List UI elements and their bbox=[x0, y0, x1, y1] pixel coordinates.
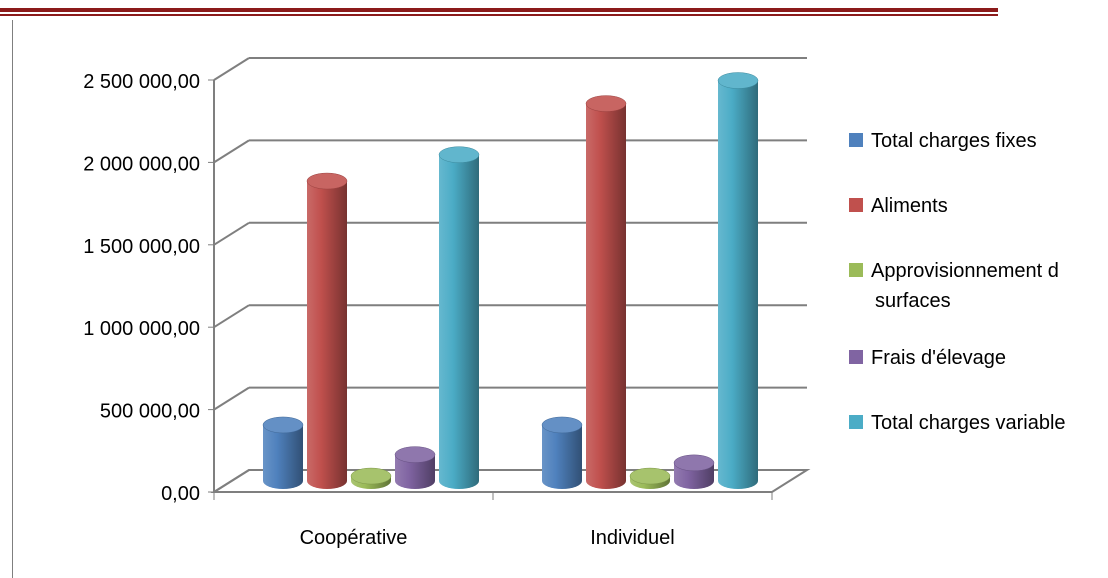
bar-top bbox=[262, 416, 304, 434]
page-frame-left-border bbox=[12, 20, 13, 578]
y-tick-label: 2 000 000,00 bbox=[83, 153, 200, 175]
bar-body bbox=[439, 154, 479, 490]
bar-body bbox=[395, 454, 435, 489]
x-tick-label: Coopérative bbox=[300, 527, 408, 549]
bar-top bbox=[629, 467, 671, 485]
header-rule-thick bbox=[0, 8, 998, 12]
legend-item: Total charges fixes bbox=[849, 130, 1037, 152]
bar-total-charges-variable-1 bbox=[717, 72, 759, 489]
bar-frais-d-levage-1 bbox=[673, 454, 715, 489]
y-axis: 0,00 500 000,00 1 000 000,00 1 500 000,00 2 … bbox=[83, 71, 215, 505]
legend-label: Total charges fixes bbox=[871, 130, 1037, 152]
legend-label: Approvisionnement d bbox=[871, 260, 1059, 282]
legend-swatch bbox=[849, 415, 863, 429]
legend-item: Frais d'élevage bbox=[849, 347, 1006, 369]
y-tick-label: 1 000 000,00 bbox=[83, 318, 200, 340]
legend-item: Aliments bbox=[849, 195, 948, 217]
y-tick-label: 2 500 000,00 bbox=[83, 71, 200, 93]
gridline-side bbox=[213, 139, 250, 164]
y-tick-label: 0,00 bbox=[161, 483, 200, 505]
legend-swatch bbox=[849, 198, 863, 212]
legend-swatch bbox=[849, 263, 863, 277]
header-rule-thin bbox=[0, 14, 998, 16]
bar-top bbox=[438, 146, 480, 163]
x-axis: Coopérative Individuel bbox=[213, 492, 773, 549]
bar-body bbox=[307, 181, 347, 489]
legend-swatch bbox=[849, 133, 863, 147]
y-tick-label: 1 500 000,00 bbox=[83, 236, 200, 258]
bar-total-charges-variable-0 bbox=[438, 146, 480, 490]
bar-aliments-0 bbox=[306, 172, 348, 489]
bar-body bbox=[586, 103, 626, 489]
legend-label: Total charges variable bbox=[871, 412, 1066, 434]
bar-top bbox=[717, 72, 759, 89]
bar-top bbox=[306, 172, 348, 190]
gridline-side bbox=[213, 57, 250, 81]
x-tick-label: Individuel bbox=[590, 527, 675, 549]
bars bbox=[262, 72, 759, 490]
bar-body bbox=[718, 80, 758, 489]
legend: Total charges fixes Aliments Approvisionne… bbox=[849, 130, 1066, 434]
bar-top bbox=[350, 467, 392, 485]
bar-total-charges-fixes-0 bbox=[262, 416, 304, 489]
bar-top bbox=[673, 454, 715, 472]
bar-body bbox=[263, 424, 303, 489]
legend-label: Frais d'élevage bbox=[871, 347, 1006, 369]
bar-body bbox=[542, 424, 582, 489]
legend-label: Aliments bbox=[871, 195, 948, 217]
bar-total-charges-fixes-1 bbox=[541, 416, 583, 489]
bar-top bbox=[394, 446, 436, 463]
gridline-side bbox=[213, 221, 250, 246]
bar-top bbox=[585, 95, 627, 112]
gridline-side bbox=[213, 304, 250, 329]
legend-item: Total charges variable bbox=[849, 412, 1066, 434]
legend-item: Approvisionnement d surfaces bbox=[849, 260, 1059, 312]
gridline-side bbox=[213, 469, 250, 493]
legend-swatch bbox=[849, 350, 863, 364]
y-tick-label: 500 000,00 bbox=[100, 401, 200, 423]
bar-approvisionnement-d-surfaces-1 bbox=[629, 467, 671, 489]
bar-top bbox=[541, 416, 583, 434]
bar-frais-d-levage-0 bbox=[394, 446, 436, 489]
bar-approvisionnement-d-surfaces-0 bbox=[350, 467, 392, 489]
legend-label: surfaces bbox=[875, 290, 951, 312]
bar-aliments-1 bbox=[585, 95, 627, 489]
gridline-side bbox=[213, 386, 250, 411]
